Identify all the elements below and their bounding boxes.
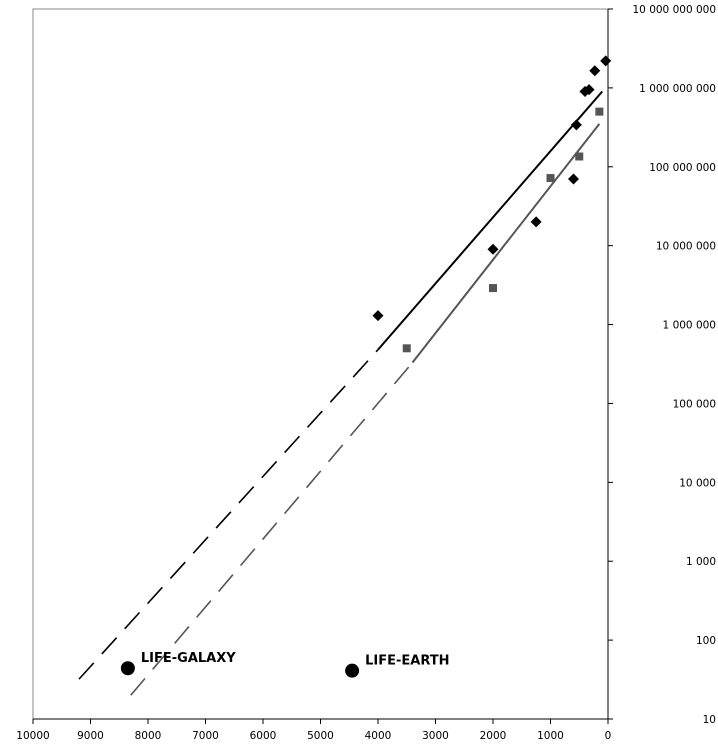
y-tick-label: 10 000 000 000 — [633, 4, 717, 16]
trendline-dashed-2 — [130, 362, 414, 696]
x-tick-label: 10000 — [16, 730, 49, 742]
annotation-marker — [345, 663, 360, 678]
trendlines — [78, 90, 604, 696]
x-tick-label: 0 — [605, 730, 612, 742]
x-tick-label: 6000 — [250, 730, 277, 742]
x-tick-label: 3000 — [422, 730, 449, 742]
data-point-diamond — [530, 216, 542, 228]
x-tick-label: 2000 — [480, 730, 507, 742]
data-point-square — [546, 174, 555, 183]
x-tick-label: 9000 — [77, 730, 104, 742]
data-point-diamond — [589, 65, 601, 77]
x-tick-label: 4000 — [365, 730, 392, 742]
data-point-square — [402, 344, 411, 353]
trendline-dashed-1 — [78, 349, 379, 680]
y-axis: 10 100 1 000 10 000 100 000 1 000 000 10 000 0… — [607, 4, 717, 726]
y-tick-label: 1 000 — [686, 556, 716, 568]
data-point-square — [489, 284, 497, 293]
data-point-diamond — [487, 243, 499, 255]
annotation-label: LIFE-EARTH — [365, 654, 449, 669]
x-tick-label: 7000 — [192, 730, 219, 742]
annotation-label: LIFE-GALAXY — [141, 651, 236, 666]
data-point-square — [575, 152, 584, 161]
trendline-solid-2 — [411, 123, 601, 364]
y-tick-label: 100 — [696, 635, 716, 647]
trendline-solid-1 — [377, 90, 604, 351]
y-tick-label: 10 000 — [679, 477, 716, 489]
data-point-square — [595, 107, 604, 116]
y-tick-label: 10 000 000 — [656, 241, 716, 253]
y-tick-label: 10 — [703, 714, 716, 726]
annotations: LIFE-GALAXY LIFE-EARTH — [120, 651, 450, 678]
data-point-diamond — [372, 310, 384, 322]
y-tick-label: 100 000 — [673, 398, 716, 410]
y-tick-label: 100 000 000 — [649, 162, 716, 174]
plot-border — [32, 8, 609, 720]
x-tick-label: 1000 — [537, 730, 564, 742]
x-tick-label: 5000 — [307, 730, 334, 742]
plot-area — [32, 8, 609, 720]
data-point-diamond — [583, 84, 595, 96]
data-point-diamond — [570, 119, 582, 131]
x-tick-label: 8000 — [135, 730, 162, 742]
data-point-diamond — [568, 173, 579, 185]
x-axis: 10000 9000 8000 7000 6000 5000 4000 3000 2000 100… — [16, 718, 612, 742]
y-tick-label: 1 000 000 — [663, 320, 716, 332]
y-tick-label: 1 000 000 000 — [639, 83, 716, 95]
annotation-marker — [120, 661, 135, 676]
